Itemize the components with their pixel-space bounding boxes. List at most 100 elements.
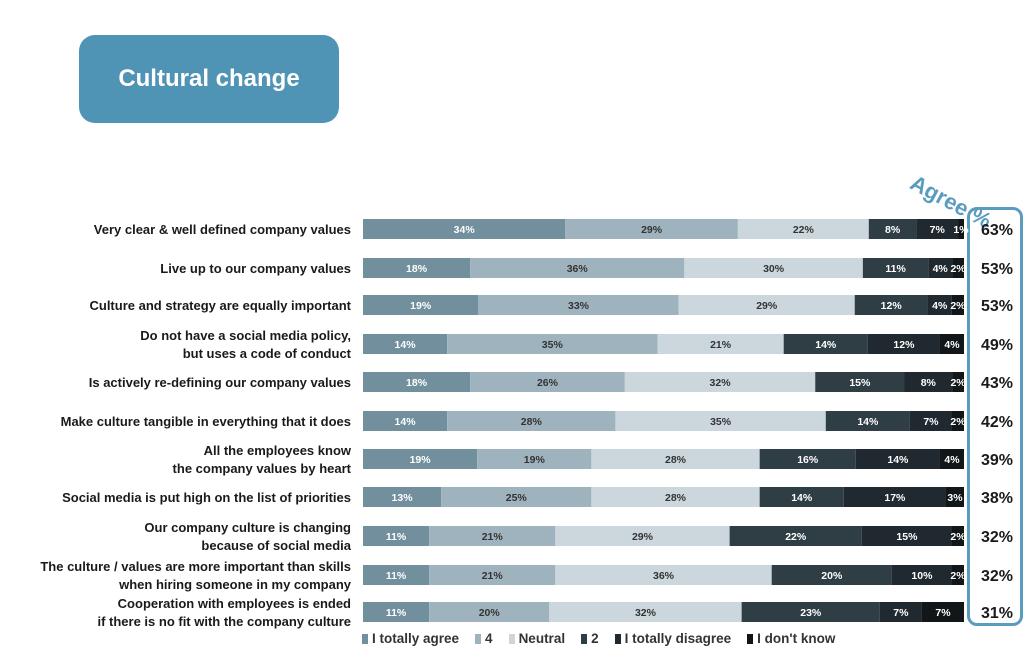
category-label: The culture / values are more important …: [40, 559, 351, 592]
bar-segment: [868, 219, 917, 239]
bar-segment: [363, 372, 471, 392]
bar-segment: [958, 219, 964, 239]
category-label: Live up to our company values: [160, 261, 351, 276]
category-label: Culture and strategy are equally importa…: [89, 298, 351, 313]
data-label: 2%: [950, 263, 966, 275]
bar-segment: [951, 295, 964, 315]
bar-segment: [783, 334, 868, 354]
data-label: 21%: [710, 339, 732, 351]
data-label: 30%: [763, 263, 785, 275]
chart-legend: I totally agree 4 Neutral 2 I totally disagr…: [362, 631, 835, 646]
agree-percent: 39%: [981, 452, 1013, 469]
data-label: 11%: [386, 607, 407, 619]
data-label: 22%: [793, 224, 815, 236]
bar-segment: [470, 258, 685, 278]
bar-segment: [441, 487, 592, 507]
data-label: 7%: [923, 416, 939, 428]
data-label: 28%: [665, 492, 687, 504]
legend-swatch: [362, 633, 368, 644]
data-label: 28%: [665, 454, 687, 466]
bar-segment: [684, 258, 863, 278]
data-label: 34%: [454, 224, 476, 236]
legend-label: Neutral: [518, 631, 566, 646]
bar-segment: [363, 295, 479, 315]
data-label: 35%: [710, 416, 732, 428]
bar-segment: [429, 602, 550, 622]
data-label: 10%: [911, 570, 933, 582]
data-label: 14%: [791, 492, 813, 504]
bar-segment: [363, 258, 471, 278]
bar-segment: [879, 602, 922, 622]
category-label: Very clear & well defined company values: [94, 222, 351, 237]
bar-segment: [363, 487, 442, 507]
bar-segment: [741, 602, 880, 622]
legend-label: I totally disagree: [624, 631, 732, 646]
data-label: 29%: [632, 531, 654, 543]
data-label: 2%: [950, 377, 966, 389]
bar-segment: [363, 602, 430, 622]
data-label: 36%: [567, 263, 589, 275]
category-label: Our company culture is changing because o…: [144, 520, 351, 553]
bar-segment: [591, 449, 760, 469]
data-label: 1%: [953, 224, 969, 236]
category-label: Cooperation with employees is ended if th…: [97, 596, 351, 629]
data-label: 18%: [406, 263, 428, 275]
data-label: 11%: [386, 531, 407, 543]
agree-percent: 38%: [981, 490, 1013, 507]
data-label: 2%: [950, 416, 966, 428]
bar-segment: [855, 449, 940, 469]
agree-percent: 42%: [981, 414, 1013, 431]
data-label: 36%: [653, 570, 675, 582]
data-label: 15%: [896, 531, 918, 543]
category-label: Make culture tangible in everything that…: [61, 414, 351, 429]
legend-item: I totally agree: [362, 631, 459, 646]
data-label: 2%: [950, 300, 966, 312]
bar-segment: [945, 487, 964, 507]
data-label: 19%: [410, 454, 432, 466]
legend-label: 4: [485, 631, 493, 646]
bar-segment: [678, 295, 855, 315]
bar-segment: [951, 526, 964, 546]
data-label: 4%: [944, 454, 960, 466]
data-label: 4%: [933, 263, 949, 275]
legend-swatch: [747, 633, 754, 644]
bar-segment: [921, 602, 964, 622]
data-label: 19%: [524, 454, 546, 466]
bar-segment: [657, 334, 784, 354]
legend-label: I don't know: [757, 631, 836, 646]
bar-segment: [363, 449, 478, 469]
legend-item: I totally disagree: [614, 631, 732, 646]
legend-item: I don't know: [747, 631, 835, 646]
category-label: Do not have a social media policy, but us…: [140, 328, 351, 361]
bar-segment: [952, 258, 964, 278]
legend-swatch: [475, 633, 482, 644]
data-label: 14%: [815, 339, 837, 351]
bar-segment: [447, 334, 658, 354]
bar-segment: [759, 449, 856, 469]
bar-segment: [928, 258, 953, 278]
data-label: 4%: [932, 300, 948, 312]
legend-label: 2: [591, 631, 599, 646]
bar-segment: [939, 334, 964, 354]
agree-percent: 32%: [981, 529, 1013, 546]
bar-segment: [854, 295, 928, 315]
category-label: All the employees know the company values…: [173, 443, 352, 476]
bar-segment: [951, 411, 964, 431]
bar-segment: [565, 219, 738, 239]
bar-segment: [815, 372, 905, 392]
data-label: 11%: [885, 263, 906, 275]
bar-segment: [363, 565, 430, 585]
bar-segment: [939, 449, 964, 469]
agree-percent: 53%: [981, 261, 1013, 278]
bar-segment: [904, 372, 953, 392]
data-label: 22%: [785, 531, 807, 543]
bar-segment: [867, 334, 940, 354]
agree-percent: 32%: [981, 568, 1013, 585]
agree-percent: 63%: [981, 222, 1013, 239]
bar-segment: [363, 219, 566, 239]
bar-segment: [916, 219, 959, 239]
bar-segment: [729, 526, 862, 546]
bar-segment: [429, 565, 556, 585]
data-label: 11%: [386, 570, 407, 582]
